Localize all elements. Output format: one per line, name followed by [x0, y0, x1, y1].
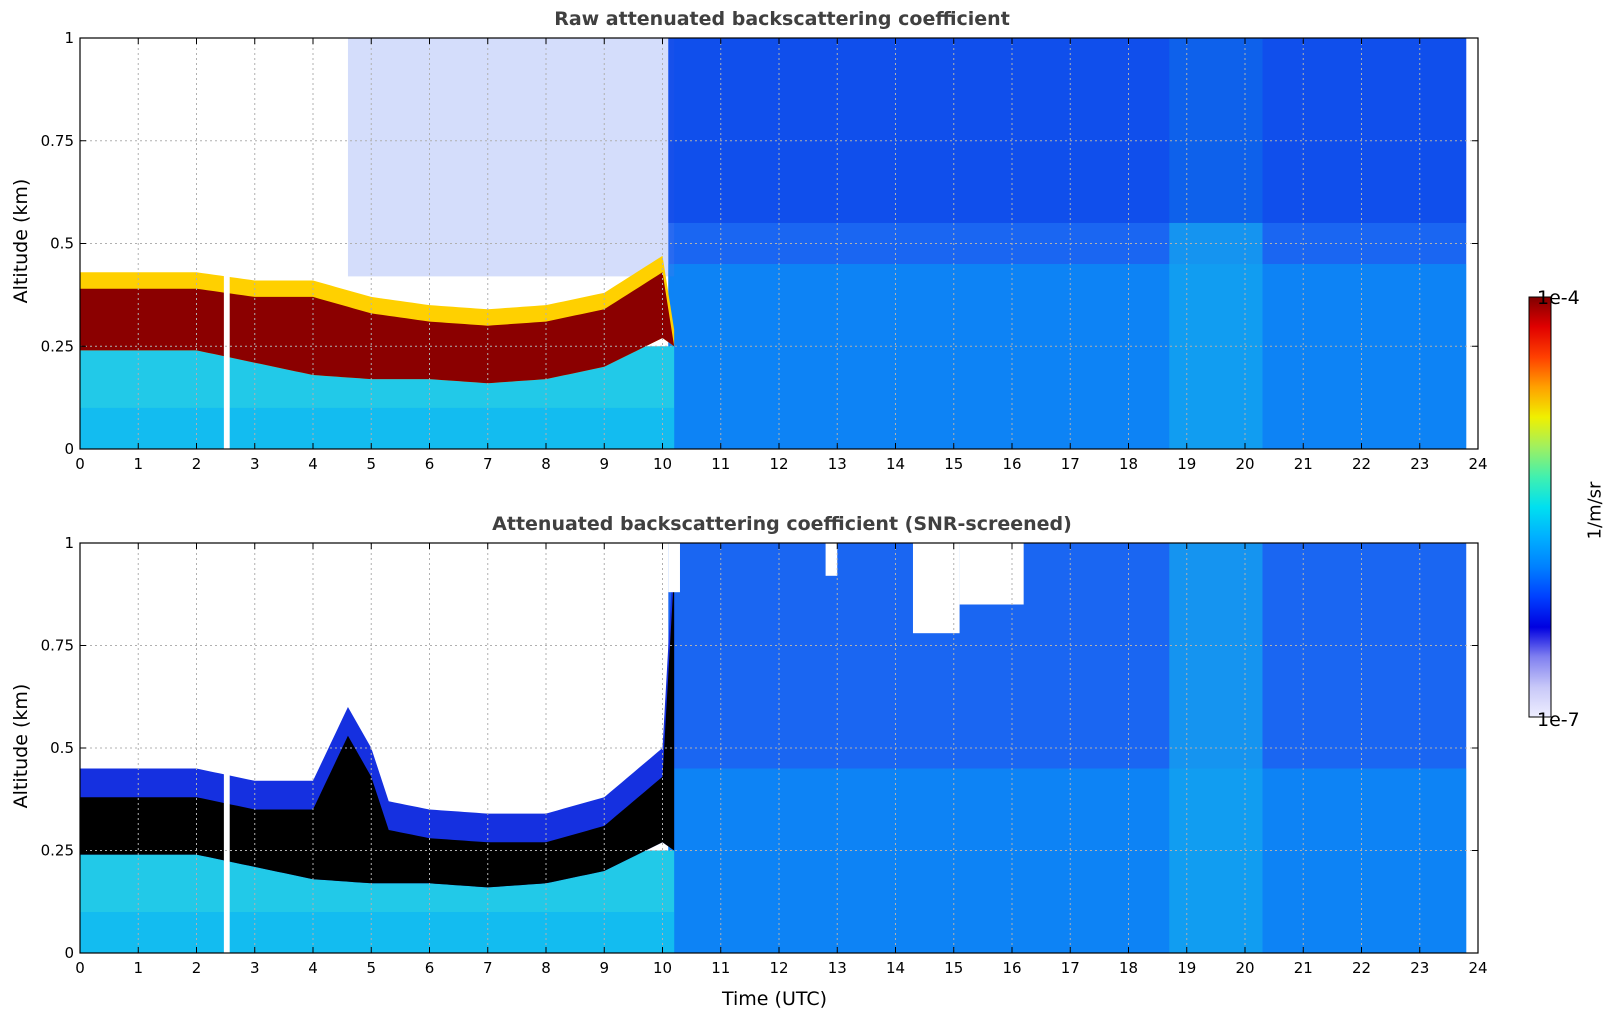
y-tick-label: 0.25 [41, 337, 74, 355]
x-tick-label: 1 [133, 455, 143, 473]
x-tick-label: 18 [1119, 455, 1138, 473]
x-tick-label: 5 [366, 455, 376, 473]
heatmap-region-surface-low [80, 912, 675, 953]
y-tick-label: 0.75 [41, 637, 74, 655]
x-tick-label: 13 [828, 455, 847, 473]
x-tick-label: 15 [944, 959, 963, 977]
x-tick-label: 17 [1061, 959, 1080, 977]
screened-gap [668, 543, 680, 593]
x-tick-label: 8 [541, 959, 551, 977]
colorbar-scale [1528, 296, 1552, 718]
screened-gap [912, 543, 960, 634]
x-tick-label: 20 [1235, 959, 1254, 977]
x-tick-label: 6 [425, 455, 435, 473]
x-tick-label: 7 [483, 455, 493, 473]
x-tick-label: 5 [366, 959, 376, 977]
x-tick-label: 23 [1410, 455, 1429, 473]
x-tick-label: 3 [250, 455, 260, 473]
y-tick-label: 0 [64, 944, 74, 962]
colorbar [1528, 296, 1552, 718]
panel-screened: 0 1 2 3 4 5 6 7 8 9 10 11 12 13 14 15 16 17 18 19 20 21 22 23 24… [41, 534, 1488, 977]
panel-title-raw: Raw attenuated backscattering coefficien… [554, 8, 1010, 30]
colorbar-label: 1/m/sr [1584, 481, 1606, 540]
y-tick-label: 0 [64, 440, 74, 458]
x-tick-label: 12 [769, 455, 788, 473]
x-tick-label: 19 [1177, 455, 1196, 473]
x-tick-label: 10 [653, 959, 672, 977]
x-tick-label: 20 [1235, 455, 1254, 473]
x-tick-label: 11 [711, 959, 730, 977]
x-tick-label: 16 [1002, 959, 1021, 977]
x-tick-label: 6 [425, 959, 435, 977]
x-tick-label: 9 [599, 455, 609, 473]
y-tick-label: 0.75 [41, 132, 74, 150]
x-tick-label: 4 [308, 455, 318, 473]
x-tick-label: 21 [1294, 455, 1313, 473]
x-tick-label: 0 [75, 959, 85, 977]
x-tick-label: 12 [769, 959, 788, 977]
x-tick-label: 8 [541, 455, 551, 473]
y-tick-label: 1 [64, 29, 74, 47]
y-tick-label: 0.25 [41, 842, 74, 860]
heatmap-region-day-low [668, 768, 1467, 953]
x-tick-label: 14 [886, 455, 905, 473]
screened-gap [959, 543, 1024, 605]
y-tick-label: 0.5 [50, 235, 74, 253]
x-tick-label: 15 [944, 455, 963, 473]
x-tick-label: 1 [133, 959, 143, 977]
x-tick-label: 7 [483, 959, 493, 977]
x-tick-label: 0 [75, 455, 85, 473]
y-tick-label: 0.5 [50, 739, 74, 757]
x-tick-label: 2 [192, 455, 202, 473]
x-tick-label: 10 [653, 455, 672, 473]
panel-raw: 0 1 2 3 4 5 6 7 8 9 10 11 12 13 14 15 16 17 18 19 20 21 22 23 24… [41, 29, 1488, 473]
x-tick-label: 22 [1352, 455, 1371, 473]
x-tick-label: 17 [1061, 455, 1080, 473]
heatmap-region-day-low [668, 264, 1467, 449]
x-tick-label: 21 [1294, 959, 1313, 977]
x-tick-label: 14 [886, 959, 905, 977]
colorbar-max-label: 1e-4 [1537, 287, 1580, 309]
x-tick-label: 9 [599, 959, 609, 977]
x-tick-label: 2 [192, 959, 202, 977]
x-tick-label: 23 [1410, 959, 1429, 977]
x-tick-label: 22 [1352, 959, 1371, 977]
x-tick-label: 24 [1468, 959, 1487, 977]
colorbar-min-label: 1e-7 [1537, 709, 1580, 731]
y-axis-label-raw: Altitude (km) [10, 178, 32, 304]
heatmap-region-upper [668, 38, 1467, 223]
panel-title-screened: Attenuated backscattering coefficient (S… [492, 513, 1072, 535]
x-tick-label: 18 [1119, 959, 1138, 977]
x-tick-label: 24 [1468, 455, 1487, 473]
x-tick-label: 19 [1177, 959, 1196, 977]
x-tick-label: 4 [308, 959, 318, 977]
heatmap-region-surface-low [80, 407, 675, 449]
heatmap-region-noise [347, 38, 675, 277]
y-tick-label: 1 [64, 534, 74, 552]
screened-gap [825, 543, 838, 576]
x-tick-label: 3 [250, 959, 260, 977]
x-tick-label: 11 [711, 455, 730, 473]
y-axis-label-screened: Altitude (km) [10, 683, 32, 809]
x-tick-label: 16 [1002, 455, 1021, 473]
x-axis-label: Time (UTC) [722, 988, 828, 1010]
x-tick-label: 13 [828, 959, 847, 977]
